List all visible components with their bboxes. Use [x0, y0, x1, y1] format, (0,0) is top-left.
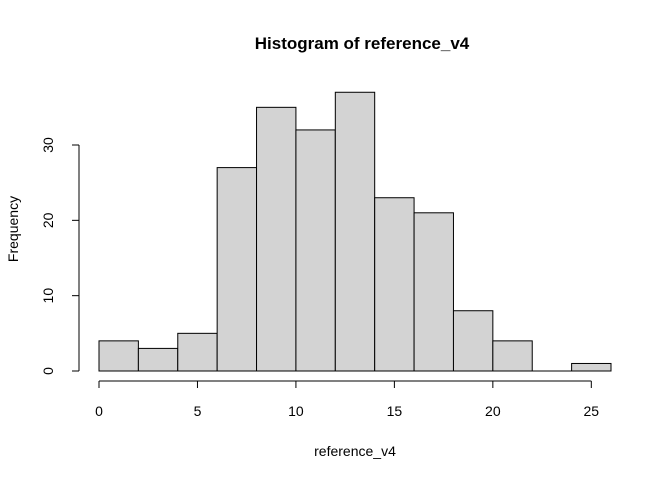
y-tick-label-10: 10 [40, 288, 56, 304]
histogram-bar-0 [98, 340, 139, 372]
y-tick-label-30: 30 [40, 137, 56, 153]
histogram-bar-4 [256, 106, 297, 372]
histogram-bar-3 [216, 167, 258, 372]
x-axis-label: reference_v4 [314, 443, 396, 459]
bars-group [98, 91, 612, 372]
y-axis-label: Frequency [5, 196, 21, 262]
x-tick-label-10: 10 [288, 403, 304, 419]
y-tick-label-20: 20 [40, 212, 56, 228]
chart-title: Histogram of reference_v4 [255, 34, 470, 53]
histogram-bar-9 [452, 310, 494, 372]
y-tick-label-0: 0 [40, 367, 56, 375]
x-tick-label-0: 0 [95, 403, 103, 419]
x-axis: 0 5 10 15 20 25 [95, 380, 600, 419]
histogram-bar-1 [137, 347, 179, 372]
histogram-bar-6 [334, 91, 376, 372]
x-tick-label-25: 25 [584, 403, 600, 419]
histogram-bar-5 [295, 129, 336, 372]
x-tick-label-5: 5 [194, 403, 202, 419]
histogram-bar-7 [374, 197, 415, 372]
histogram-bar-12 [571, 362, 612, 372]
histogram-bar-10 [492, 340, 533, 372]
x-tick-label-15: 15 [387, 403, 403, 419]
x-tick-label-20: 20 [485, 403, 501, 419]
histogram-bar-2 [177, 332, 218, 372]
histogram-bar-8 [413, 212, 454, 372]
y-axis: 0 10 20 30 [40, 137, 80, 375]
